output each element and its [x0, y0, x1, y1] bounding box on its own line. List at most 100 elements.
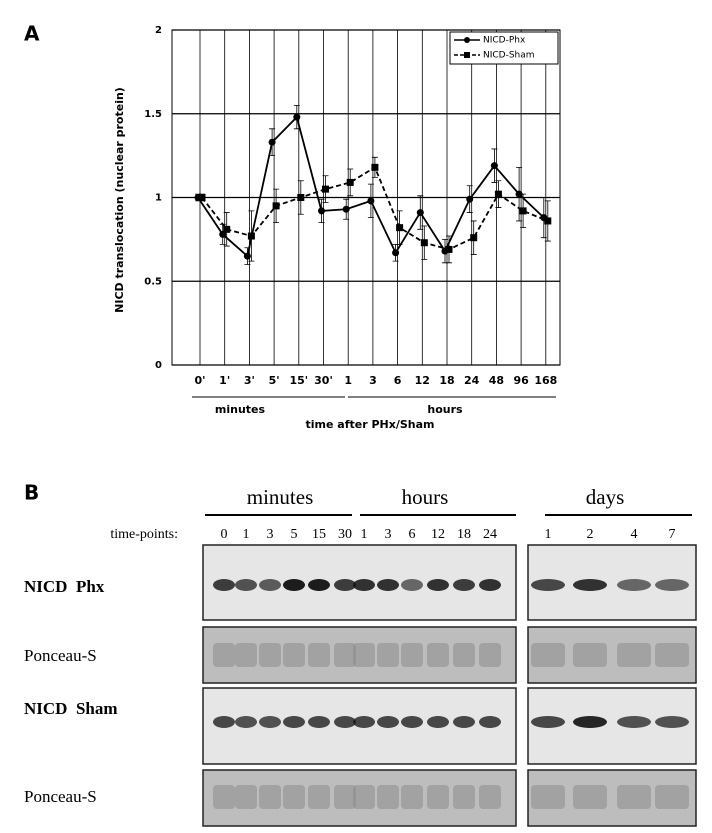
band — [617, 716, 651, 728]
stain-band — [259, 643, 281, 667]
stain-band — [213, 643, 235, 667]
x-tick-label: 0' — [194, 374, 205, 387]
band — [427, 716, 449, 728]
band — [531, 716, 565, 728]
x-tick-label: 1 — [344, 374, 352, 387]
marker — [519, 207, 527, 215]
band — [655, 579, 689, 591]
band — [283, 716, 305, 728]
band — [213, 716, 235, 728]
marker — [367, 197, 375, 205]
marker — [342, 205, 350, 213]
x-tick-label: 6 — [394, 374, 402, 387]
stain-band — [617, 785, 651, 809]
time-points-label: time-points: — [110, 527, 178, 542]
marker — [392, 249, 400, 257]
x-tick-label: 5' — [269, 374, 280, 387]
lane-label: 30 — [338, 527, 352, 542]
band — [617, 579, 651, 591]
header: minutes — [247, 485, 314, 509]
marker — [346, 178, 354, 186]
lane-label: 4 — [631, 527, 638, 542]
stain-band — [401, 785, 423, 809]
lane-label: 1 — [243, 527, 250, 542]
x-tick-label: 1' — [219, 374, 230, 387]
stain-band — [283, 785, 305, 809]
legend-label: NICD-Sham — [483, 51, 535, 61]
x-tick-label: 168 — [534, 374, 557, 387]
band — [283, 579, 305, 591]
marker — [420, 239, 428, 247]
lane-label: 15 — [312, 527, 326, 542]
stain-band — [283, 643, 305, 667]
band — [213, 579, 235, 591]
lane-label: 2 — [587, 527, 594, 542]
lane-label: 1 — [545, 527, 552, 542]
panel-label: A — [24, 22, 40, 46]
legend-marker — [464, 52, 470, 58]
band — [334, 579, 356, 591]
stain-band — [453, 643, 475, 667]
row-label: NICD Sham — [24, 699, 118, 718]
header: days — [586, 485, 625, 509]
lane-label: 6 — [409, 527, 416, 542]
band — [235, 579, 257, 591]
band — [235, 716, 257, 728]
row-label: NICD Phx — [24, 577, 105, 596]
y-tick-label: 2 — [155, 25, 162, 36]
marker — [297, 194, 305, 201]
y-tick-label: 0.5 — [144, 276, 162, 287]
header: hours — [402, 485, 449, 509]
marker — [371, 163, 379, 171]
marker — [494, 190, 502, 198]
band — [427, 579, 449, 591]
marker — [247, 232, 255, 240]
y-tick-label: 1.5 — [144, 109, 162, 120]
marker — [322, 185, 329, 193]
marker — [515, 190, 523, 198]
marker — [445, 245, 453, 253]
stain-band — [617, 643, 651, 667]
stain-band — [235, 643, 257, 667]
x-tick-label: 24 — [464, 374, 480, 387]
marker — [318, 207, 325, 215]
marker — [243, 252, 251, 260]
stain-band — [479, 643, 501, 667]
x-tick-label: 3' — [244, 374, 255, 387]
stain-band — [573, 785, 607, 809]
stain-band — [334, 643, 356, 667]
x-tick-label: 30' — [314, 374, 333, 387]
group-label: hours — [427, 403, 463, 416]
lane-label: 18 — [457, 527, 471, 542]
x-tick-label: 3 — [369, 374, 377, 387]
stain-band — [377, 643, 399, 667]
stain-band — [655, 643, 689, 667]
y-tick-label: 0 — [155, 360, 162, 371]
row-label: Ponceau-S — [24, 787, 97, 806]
band — [401, 716, 423, 728]
marker — [466, 195, 474, 203]
stain-band — [334, 785, 356, 809]
row-label: Ponceau-S — [24, 646, 97, 665]
x-tick-label: 15' — [289, 374, 308, 387]
band — [573, 579, 607, 591]
lane-label: 7 — [669, 527, 676, 542]
band — [308, 579, 330, 591]
legend-box — [449, 31, 559, 65]
marker — [544, 217, 552, 225]
stain-band — [531, 643, 565, 667]
band — [453, 579, 475, 591]
marker — [490, 162, 498, 170]
lane-label: 1 — [361, 527, 368, 542]
lane-label: 3 — [267, 527, 274, 542]
lane-label: 24 — [483, 527, 497, 542]
band — [479, 716, 501, 728]
x-tick-label: 12 — [415, 374, 430, 387]
legend-label: NICD-Phx — [483, 36, 526, 46]
band — [259, 716, 281, 728]
marker — [470, 234, 478, 242]
panel-label: B — [24, 481, 39, 505]
stain-band — [427, 785, 449, 809]
stain-band — [427, 643, 449, 667]
lane-label: 3 — [385, 527, 392, 542]
